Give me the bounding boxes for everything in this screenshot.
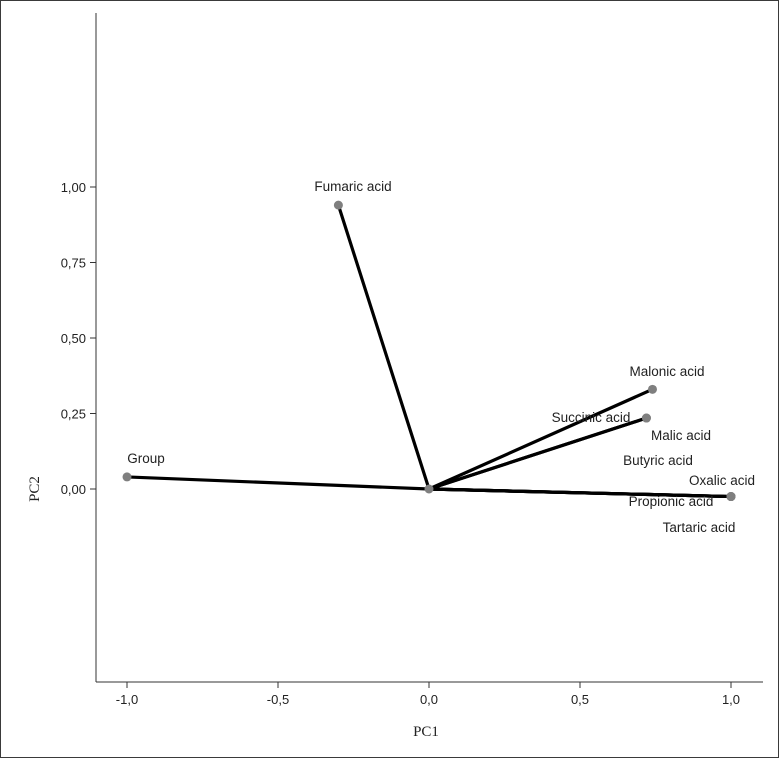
axes [95,13,763,683]
loading-point [726,492,736,502]
loading-vectors [125,203,733,499]
loading-point [122,472,132,482]
x-tick-label: -1,0 [116,692,138,707]
y-tick-label: 1,00 [61,180,86,195]
point-label: Group [127,451,165,466]
loading-point [333,200,343,210]
loading-point [647,384,657,394]
loading-point [641,413,651,423]
point-label: Tartaric acid [663,520,736,535]
y-tick-label: 0,50 [61,331,86,346]
loading-vector [427,416,649,491]
x-tick-label: 1,0 [722,692,740,707]
x-ticks: -1,0 -0,5 0,0 0,5 1,0 [116,682,740,707]
point-label: Succinic acid [552,410,631,425]
y-tick-label: 0,00 [61,482,86,497]
x-tick-label: -0,5 [267,692,289,707]
loading-vector [427,387,655,491]
point-label: Malonic acid [629,364,704,379]
y-tick-label: 0,75 [61,256,86,271]
y-ticks: 1,00 0,75 0,50 0,25 0,00 [61,180,96,497]
point-label: Fumaric acid [314,179,391,194]
loading-markers [122,200,736,502]
origin-point [424,484,434,494]
point-label: Propionic acid [629,494,714,509]
point-label: Malic acid [651,428,711,443]
point-label: Butyric acid [623,453,693,468]
loading-vector [336,203,431,491]
loading-vector [427,487,733,499]
loading-vector [125,475,431,491]
x-tick-label: 0,0 [420,692,438,707]
point-labels: Fumaric acid Malonic acid Succinic acid Mal… [127,179,755,535]
x-axis-title: PC1 [413,724,439,740]
y-tick-label: 0,25 [61,407,86,422]
point-label: Oxalic acid [689,473,755,488]
y-axis-title: PC2 [27,476,43,502]
x-tick-label: 0,5 [571,692,589,707]
